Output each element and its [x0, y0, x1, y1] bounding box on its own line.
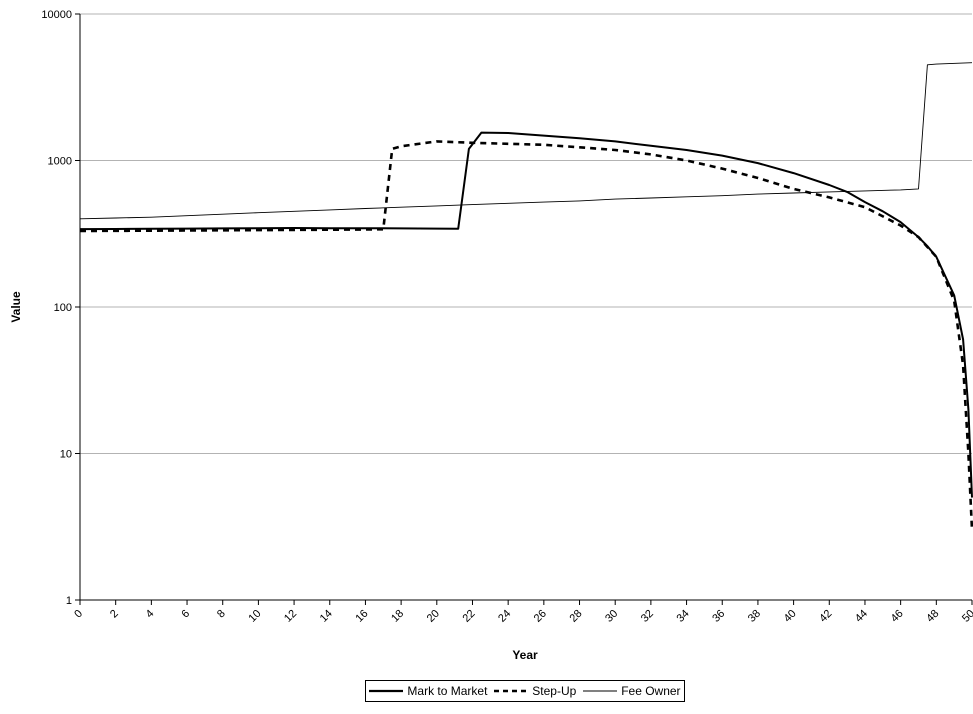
series-line-mark-to-market [79, 131, 973, 498]
legend: Mark to Market Step-Up Fee Owner [365, 680, 685, 702]
x-tick-label: 32 [639, 608, 656, 625]
y-axis-label: Value [9, 291, 23, 323]
y-tick-label: 100 [54, 302, 72, 314]
gridlines [80, 13, 972, 601]
legend-swatch-solid-thin [583, 690, 618, 692]
x-tick-label: 48 [924, 608, 941, 625]
x-tick-label: 26 [532, 608, 549, 625]
x-tick-label: 20 [425, 608, 442, 625]
x-tick-label: 44 [853, 608, 870, 625]
x-axis-label: Year [512, 648, 538, 662]
y-tick-label: 1000 [48, 156, 72, 168]
x-tick-label: 12 [282, 608, 299, 625]
y-tick-label: 10000 [41, 9, 72, 21]
legend-label: Fee Owner [621, 684, 681, 698]
x-tick-label: 40 [782, 608, 799, 625]
x-tick-label: 0 [72, 608, 85, 621]
x-tick-label: 42 [817, 608, 834, 625]
x-tick-label: 8 [215, 608, 228, 621]
x-tick-label: 28 [567, 608, 584, 625]
x-tick-label: 10 [246, 608, 263, 625]
legend-label: Mark to Market [407, 684, 488, 698]
series-lines [79, 62, 973, 531]
x-tick-label: 14 [318, 608, 335, 625]
x-tick-label: 36 [710, 608, 727, 625]
x-tick-label: 2 [108, 608, 121, 621]
x-tick-label: 16 [353, 608, 370, 625]
x-tick-label: 50 [960, 608, 973, 625]
x-tick-label: 34 [675, 608, 692, 625]
y-tick-label: 10 [60, 449, 72, 461]
legend-swatch-dashed-thick [494, 689, 529, 693]
x-tick-labels: 0 2 4 6 8 10 12 14 16 18 20 22 24 26 28 30 32 34 36 38 40 42 4… [72, 608, 973, 625]
x-tick-label: 24 [496, 608, 513, 625]
legend-label: Step-Up [532, 684, 577, 698]
legend-item-mark-to-market: Mark to Market [369, 684, 487, 698]
legend-swatch-solid-thick [369, 689, 404, 693]
x-tick-label: 30 [603, 608, 620, 625]
y-tick-labels: 1 10 100 1000 10000 [41, 9, 72, 607]
x-tick-label: 22 [460, 608, 477, 625]
legend-item-step-up: Step-Up [494, 684, 576, 698]
series-line-fee-owner [79, 62, 973, 220]
legend-item-fee-owner: Fee Owner [583, 684, 681, 698]
x-tick-label: 46 [889, 608, 906, 625]
series-line-step-up [79, 140, 973, 531]
x-tick-label: 18 [389, 608, 406, 625]
axes [75, 13, 973, 605]
x-tick-label: 4 [144, 608, 157, 621]
x-tick-label: 6 [179, 608, 192, 621]
x-tick-label: 38 [746, 608, 763, 625]
y-tick-label: 1 [66, 595, 72, 607]
